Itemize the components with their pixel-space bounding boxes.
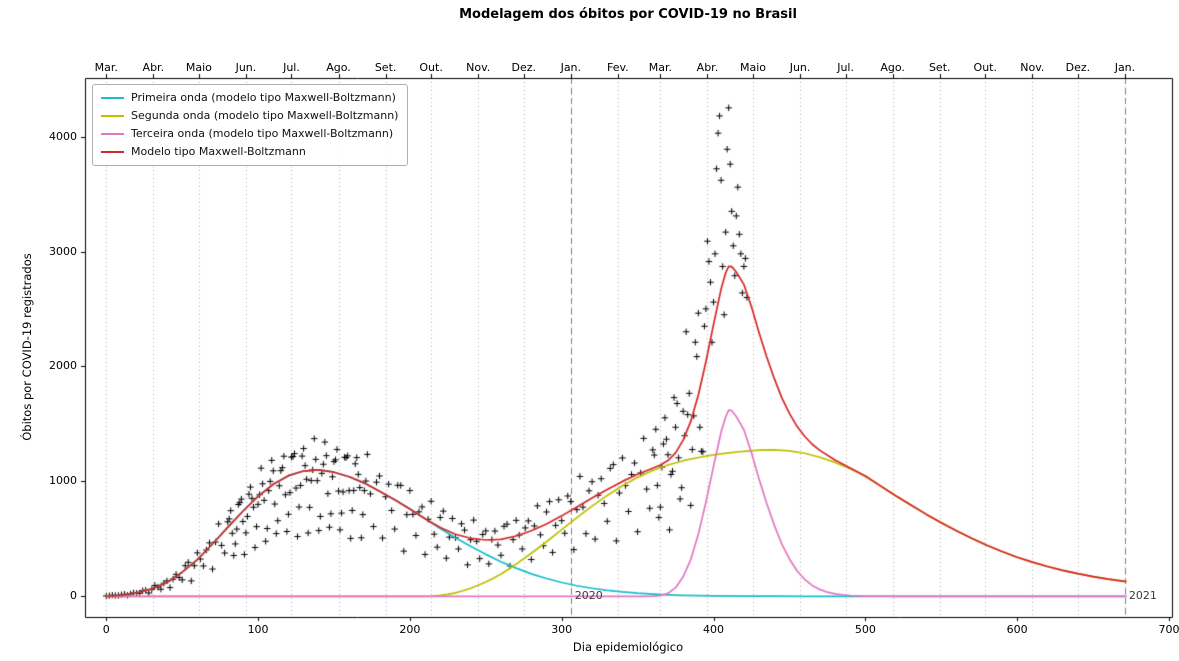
month-tick-label: Jun. xyxy=(789,61,811,74)
legend-entry-label: Terceira onda (modelo tipo Maxwell-Boltz… xyxy=(131,127,394,140)
month-tick-label: Dez. xyxy=(511,61,536,74)
y-axis-label: Óbitos por COVID-19 registrados xyxy=(20,253,34,441)
month-tick-label: Jan. xyxy=(1114,61,1136,74)
month-tick-label: Maio xyxy=(739,61,766,74)
month-tick-label: Jan. xyxy=(560,61,582,74)
y-tick-label: 0 xyxy=(70,589,77,603)
x-tick-label: 400 xyxy=(703,623,725,636)
month-tick-label: Set. xyxy=(374,61,397,74)
x-tick-label: 700 xyxy=(1158,623,1179,636)
legend-entry: Terceira onda (modelo tipo Maxwell-Boltz… xyxy=(101,127,398,141)
month-tick-label: Mar. xyxy=(94,61,118,74)
legend-line-swatch xyxy=(101,133,124,135)
month-tick-label: Out. xyxy=(419,61,443,74)
month-tick-label: Abr. xyxy=(696,61,719,74)
y-tick-label: 2000 xyxy=(49,359,77,373)
month-tick-label: Jul. xyxy=(837,61,854,74)
year-label: 2021 xyxy=(1128,589,1157,603)
chart-title: Modelagem dos óbitos por COVID-19 no Bra… xyxy=(459,7,797,22)
year-label: 2020 xyxy=(574,589,603,603)
x-tick-label: 100 xyxy=(247,623,269,636)
month-tick-label: Dez. xyxy=(1065,61,1091,74)
x-tick-label: 600 xyxy=(1006,623,1028,636)
month-tick-label: Set. xyxy=(928,61,951,74)
x-tick-label: 300 xyxy=(551,623,573,636)
month-tick-label: Nov. xyxy=(1020,61,1045,74)
y-tick-label: 3000 xyxy=(49,244,77,258)
legend-entry-label: Segunda onda (modelo tipo Maxwell-Boltzm… xyxy=(131,109,399,122)
y-tick-label: 4000 xyxy=(49,129,77,143)
legend-entry: Modelo tipo Maxwell-Boltzmann xyxy=(101,145,398,159)
legend-line-swatch xyxy=(101,151,124,153)
x-tick-label: 200 xyxy=(399,623,421,636)
legend-entry-label: Modelo tipo Maxwell-Boltzmann xyxy=(131,145,306,158)
legend-entry: Segunda onda (modelo tipo Maxwell-Boltzm… xyxy=(101,109,398,123)
month-tick-label: Mar. xyxy=(648,61,672,74)
legend-line-swatch xyxy=(101,97,124,99)
legend-line-swatch xyxy=(101,115,124,117)
x-tick-label: 500 xyxy=(854,623,876,636)
month-tick-label: Maio xyxy=(185,61,212,74)
x-tick-label: 0 xyxy=(102,623,110,636)
legend-entry: Primeira onda (modelo tipo Maxwell-Boltz… xyxy=(101,91,398,105)
month-tick-label: Jul. xyxy=(283,61,300,74)
month-tick-label: Fev. xyxy=(607,61,629,74)
month-tick-label: Nov. xyxy=(466,61,491,74)
y-tick-label: 1000 xyxy=(49,474,77,488)
x-axis-label: Dia epidemiológico xyxy=(572,640,684,654)
legend-entry-label: Primeira onda (modelo tipo Maxwell-Boltz… xyxy=(131,91,396,104)
legend: Primeira onda (modelo tipo Maxwell-Boltz… xyxy=(92,84,409,166)
month-tick-label: Abr. xyxy=(142,61,165,74)
month-tick-label: Ago. xyxy=(326,61,351,74)
month-tick-label: Ago. xyxy=(880,61,905,74)
month-tick-label: Out. xyxy=(973,61,997,74)
month-tick-label: Jun. xyxy=(235,61,257,74)
